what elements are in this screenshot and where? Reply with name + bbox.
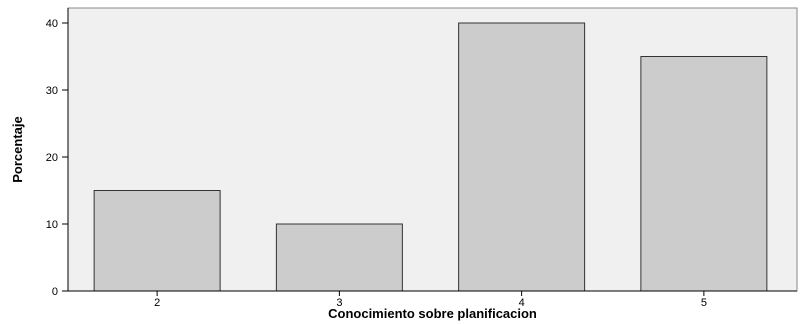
y-tick-label-0: 0 xyxy=(52,286,58,298)
bar-5 xyxy=(640,56,768,292)
bar-4 xyxy=(458,22,586,292)
y-tick-label-20: 20 xyxy=(46,152,58,164)
x-tick-label-2: 2 xyxy=(154,297,160,309)
y-axis: 0 10 20 30 40 xyxy=(46,8,69,298)
y-axis-title: Porcentaje xyxy=(10,116,25,182)
x-axis: 2 3 4 5 xyxy=(68,290,797,309)
x-tick-label-5: 5 xyxy=(701,297,707,309)
x-tick-label-4: 4 xyxy=(519,297,525,309)
x-axis-title: Conocimiento sobre planificacion xyxy=(328,306,537,321)
y-tick-label-30: 30 xyxy=(46,85,58,97)
bars-group xyxy=(93,22,768,292)
bar-2 xyxy=(93,190,221,292)
y-tick-label-10: 10 xyxy=(46,219,58,231)
y-tick-label-40: 40 xyxy=(46,18,58,30)
x-tick-label-3: 3 xyxy=(336,297,342,309)
bar-3 xyxy=(275,223,403,292)
